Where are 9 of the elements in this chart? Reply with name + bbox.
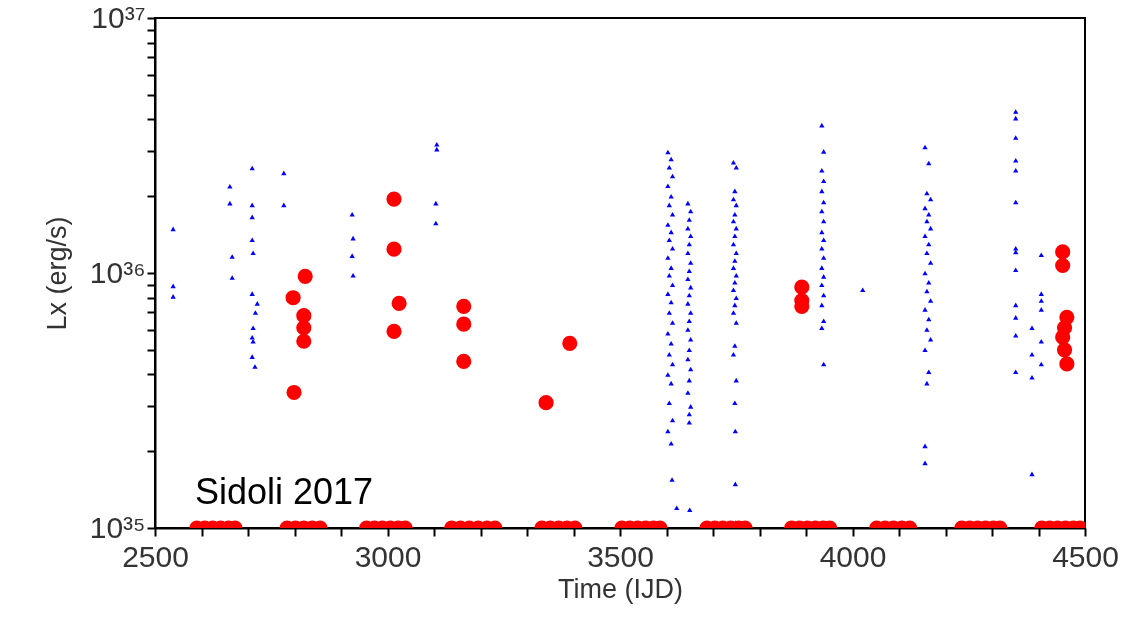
x-tick-label: 3000 (354, 539, 422, 573)
y-tick-label: 10³⁷ (91, 0, 146, 34)
y-tick-label: 10³⁶ (89, 255, 146, 289)
y-axis-title: Lx (erg/s) (41, 216, 72, 331)
x-tick-label: 4500 (1052, 539, 1119, 573)
x-axis-title: Time (IJD) (558, 573, 683, 604)
x-tick-label: 3500 (587, 539, 654, 573)
annotation: Sidoli 2017 (195, 471, 374, 512)
x-tick-label: 4000 (819, 539, 887, 573)
